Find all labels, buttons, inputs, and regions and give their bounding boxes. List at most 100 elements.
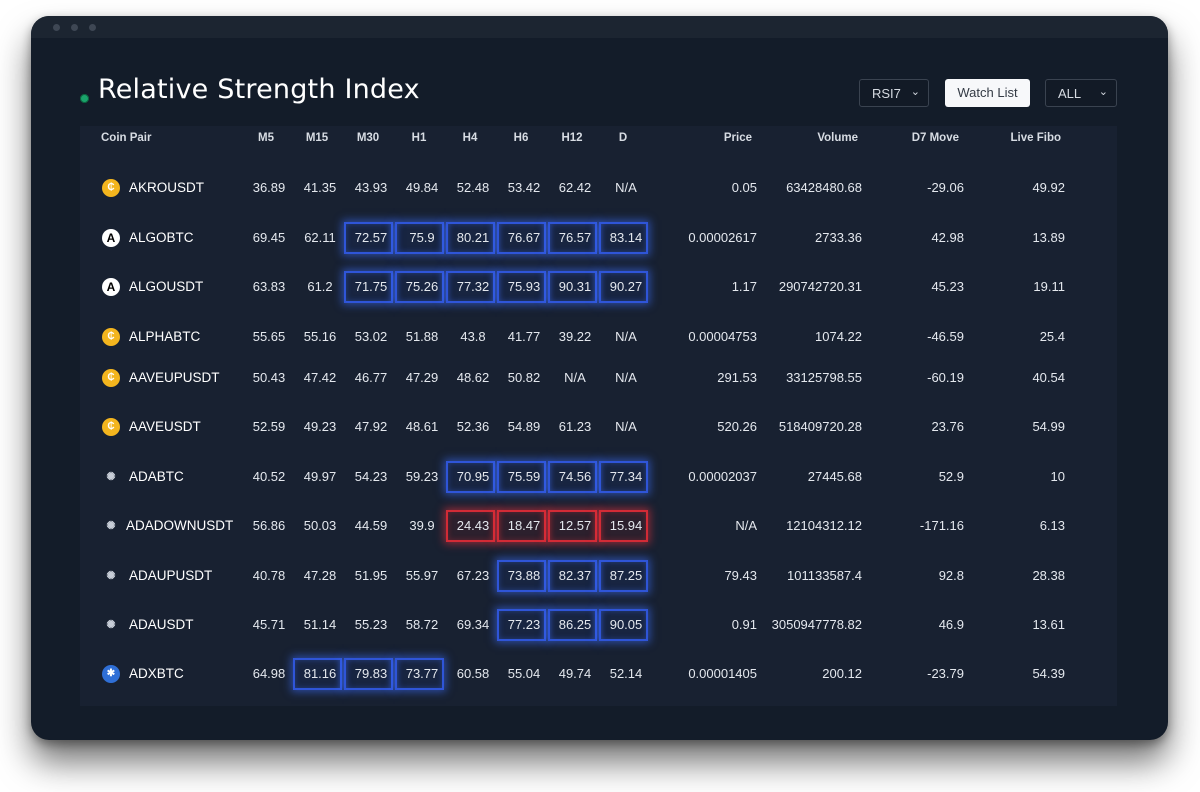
rsi-value-m15: 41.35 — [303, 180, 337, 195]
d7-move-value: 23.76 — [931, 419, 964, 434]
column-header-m5[interactable]: M5 — [258, 132, 274, 144]
rsi-value-h4: 67.23 — [456, 568, 490, 583]
rsi-value-h4: 69.34 — [456, 617, 490, 632]
live-fibo-value: 13.61 — [1032, 617, 1065, 632]
volume-value: 2733.36 — [815, 230, 862, 245]
column-header-price[interactable]: Price — [723, 132, 752, 144]
rsi-value-m15: 49.97 — [303, 469, 337, 484]
adx-bluetooth-icon: ✱ — [102, 665, 120, 683]
coin-pair-name[interactable]: ALPHABTC — [129, 329, 201, 344]
rsi-value-m15: 49.23 — [303, 419, 337, 434]
table-row[interactable]: A ALGOBTC 69.45 62.11 72.57 75.9 80.21 76.67 76.… — [80, 218, 1117, 258]
live-fibo-value: 28.38 — [1032, 568, 1065, 583]
rsi-value-h6: 55.04 — [507, 666, 541, 681]
coin-pair-name[interactable]: ADADOWNUSDT — [126, 518, 234, 533]
overbought-highlight — [599, 222, 648, 254]
price-value: 291.53 — [717, 370, 757, 385]
oversold-highlight — [548, 510, 597, 542]
indicator-select[interactable]: RSI7 ⌄ — [859, 79, 929, 107]
rsi-table — [80, 126, 1117, 706]
oversold-highlight — [497, 510, 546, 542]
table-row[interactable]: ₵ AKROUSDT 36.89 41.35 43.93 49.84 52.48 53.42 6… — [80, 168, 1117, 208]
rsi-value-m15: 55.16 — [303, 329, 337, 344]
rsi-value-m30: 71.75 — [354, 279, 388, 294]
table-row[interactable]: ✺ ADAUPUSDT 40.78 47.28 51.95 55.97 67.23 73.88… — [80, 556, 1117, 596]
column-header-live-fibo[interactable]: Live Fibo — [1010, 132, 1061, 144]
filter-select[interactable]: ALL ⌄ — [1045, 79, 1117, 107]
chevron-down-icon: ⌄ — [910, 86, 920, 98]
column-header-h12[interactable]: H12 — [561, 132, 583, 144]
column-header-m30[interactable]: M30 — [356, 132, 380, 144]
coin-pair-name[interactable]: ALGOUSDT — [129, 279, 204, 294]
live-fibo-value: 49.92 — [1032, 180, 1065, 195]
column-header-coin-pair[interactable]: Coin Pair — [101, 132, 152, 144]
algorand-icon: A — [102, 278, 120, 296]
column-header-h6[interactable]: H6 — [513, 132, 529, 144]
watch-list-button[interactable]: Watch List — [945, 79, 1030, 107]
overbought-highlight — [599, 461, 648, 493]
rsi-value-h12: N/A — [564, 370, 586, 385]
rsi-value-d: N/A — [615, 370, 637, 385]
window-dot-2[interactable] — [71, 24, 78, 31]
table-row[interactable]: ✺ ADADOWNUSDT 56.86 50.03 44.59 39.9 24.43 18.4… — [80, 506, 1117, 546]
coin-pair-name[interactable]: ADAUSDT — [129, 617, 194, 632]
rsi-value-h6: 75.93 — [507, 279, 541, 294]
rsi-value-h4: 24.43 — [456, 518, 490, 533]
rsi-value-h4: 52.36 — [456, 419, 490, 434]
column-header-volume[interactable]: Volume — [817, 132, 858, 144]
aaveup-coin-icon: ₵ — [102, 369, 120, 387]
window-dot-3[interactable] — [89, 24, 96, 31]
d7-move-value: -46.59 — [927, 329, 964, 344]
table-row[interactable]: ✺ ADAUSDT 45.71 51.14 55.23 58.72 69.34 77.23 86… — [80, 605, 1117, 645]
rsi-value-h12: 82.37 — [558, 568, 592, 583]
rsi-value-h6: 50.82 — [507, 370, 541, 385]
live-fibo-value: 25.4 — [1039, 329, 1065, 344]
price-value: N/A — [735, 518, 757, 533]
volume-value: 101133587.4 — [787, 568, 862, 583]
table-row[interactable]: ₵ AAVEUSDT 52.59 49.23 47.92 48.61 52.36 54.89 6… — [80, 407, 1117, 447]
table-row[interactable]: ₵ AAVEUPUSDT 50.43 47.42 46.77 47.29 48.62 50.8… — [80, 358, 1117, 398]
d7-move-value: 46.9 — [938, 617, 964, 632]
rsi-value-m30: 72.57 — [354, 230, 388, 245]
overbought-highlight — [497, 222, 546, 254]
overbought-highlight — [446, 222, 495, 254]
coin-pair-name[interactable]: ALGOBTC — [129, 230, 194, 245]
coin-pair-name[interactable]: AAVEUSDT — [129, 419, 201, 434]
overbought-highlight — [497, 609, 546, 641]
rsi-value-m15: 51.14 — [303, 617, 337, 632]
volume-value: 200.12 — [822, 666, 862, 681]
rsi-value-h4: 80.21 — [456, 230, 490, 245]
rsi-value-h6: 53.42 — [507, 180, 541, 195]
price-value: 0.91 — [731, 617, 757, 632]
rsi-value-h4: 48.62 — [456, 370, 490, 385]
coin-pair-name[interactable]: ADAUPUSDT — [129, 568, 213, 583]
coin-pair-name[interactable]: ADXBTC — [129, 666, 184, 681]
table-row[interactable]: ✺ ADABTC 40.52 49.97 54.23 59.23 70.95 75.59 74.… — [80, 457, 1117, 497]
window-titlebar — [31, 16, 1168, 38]
coin-pair-name[interactable]: ADABTC — [129, 469, 184, 484]
overbought-highlight — [497, 560, 546, 592]
table-row[interactable]: A ALGOUSDT 63.83 61.2 71.75 75.26 77.32 75.93 90… — [80, 267, 1117, 307]
rsi-value-m5: 69.45 — [252, 230, 286, 245]
rsi-value-d: 90.05 — [609, 617, 643, 632]
overbought-highlight — [599, 609, 648, 641]
column-header-d7-move[interactable]: D7 Move — [911, 132, 959, 144]
rsi-value-m5: 36.89 — [252, 180, 286, 195]
column-header-h4[interactable]: H4 — [462, 132, 478, 144]
rsi-value-h6: 54.89 — [507, 419, 541, 434]
table-row[interactable]: ₵ ALPHABTC 55.65 55.16 53.02 51.88 43.8 41.77 39… — [80, 317, 1117, 357]
coin-pair-name[interactable]: AKROUSDT — [129, 180, 205, 195]
algorand-icon: A — [102, 229, 120, 247]
rsi-value-m30: 55.23 — [354, 617, 388, 632]
column-header-d[interactable]: D — [618, 132, 628, 144]
rsi-value-d: 15.94 — [609, 518, 643, 533]
table-row[interactable]: ✱ ADXBTC 64.98 81.16 79.83 73.77 60.58 55.04 49.… — [80, 654, 1117, 694]
rsi-value-m15: 61.2 — [307, 279, 333, 294]
coin-pair-name[interactable]: AAVEUPUSDT — [129, 370, 220, 385]
rsi-value-h1: 51.88 — [405, 329, 439, 344]
rsi-value-h4: 60.58 — [456, 666, 490, 681]
overbought-highlight — [293, 658, 342, 690]
column-header-m15[interactable]: M15 — [305, 132, 329, 144]
window-dot-1[interactable] — [53, 24, 60, 31]
column-header-h1[interactable]: H1 — [411, 132, 427, 144]
